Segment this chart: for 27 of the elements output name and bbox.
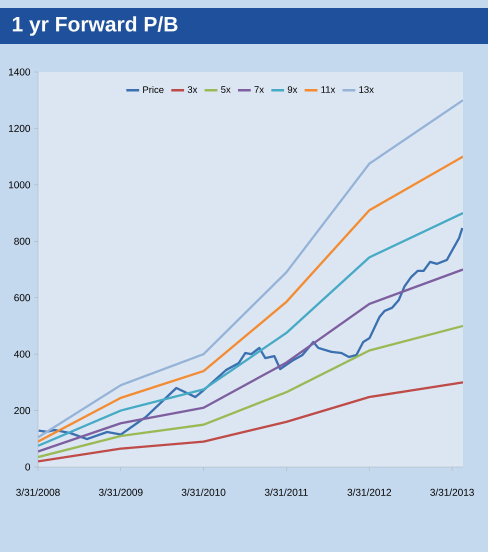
x-tick-label: 3/31/2010 xyxy=(182,488,226,496)
legend-label: 7x xyxy=(254,86,264,93)
y-tick-label: 1000 xyxy=(8,181,30,188)
y-tick-label: 600 xyxy=(14,294,30,302)
y-tick-label: 1400 xyxy=(8,68,30,76)
legend-label: 9x xyxy=(288,86,298,93)
chart-title: 1 yr Forward P/B xyxy=(12,16,178,36)
y-tick-label: 0 xyxy=(25,463,30,471)
line-series xyxy=(38,268,464,453)
x-tick-label: 3/31/2013 xyxy=(430,488,474,496)
y-tick-label: 200 xyxy=(14,407,30,414)
line-series xyxy=(38,324,464,458)
line-series xyxy=(38,155,464,443)
x-tick-label: 3/31/2012 xyxy=(347,488,392,496)
legend-label: 13x xyxy=(359,86,374,93)
line-series xyxy=(38,99,464,439)
x-tick-label: 3/31/2011 xyxy=(264,488,308,496)
legend-label: 11x xyxy=(321,86,336,93)
legend-label: Price xyxy=(143,86,164,94)
y-tick-label: 400 xyxy=(14,350,30,358)
y-tick-label: 1200 xyxy=(8,124,30,132)
x-tick-label: 3/31/2008 xyxy=(16,488,60,496)
y-tick-label: 800 xyxy=(14,238,30,245)
legend-label: 3x xyxy=(188,86,198,93)
x-tick-label: 3/31/2009 xyxy=(98,488,143,496)
legend-label: 5x xyxy=(221,86,231,93)
line-series xyxy=(38,381,464,463)
